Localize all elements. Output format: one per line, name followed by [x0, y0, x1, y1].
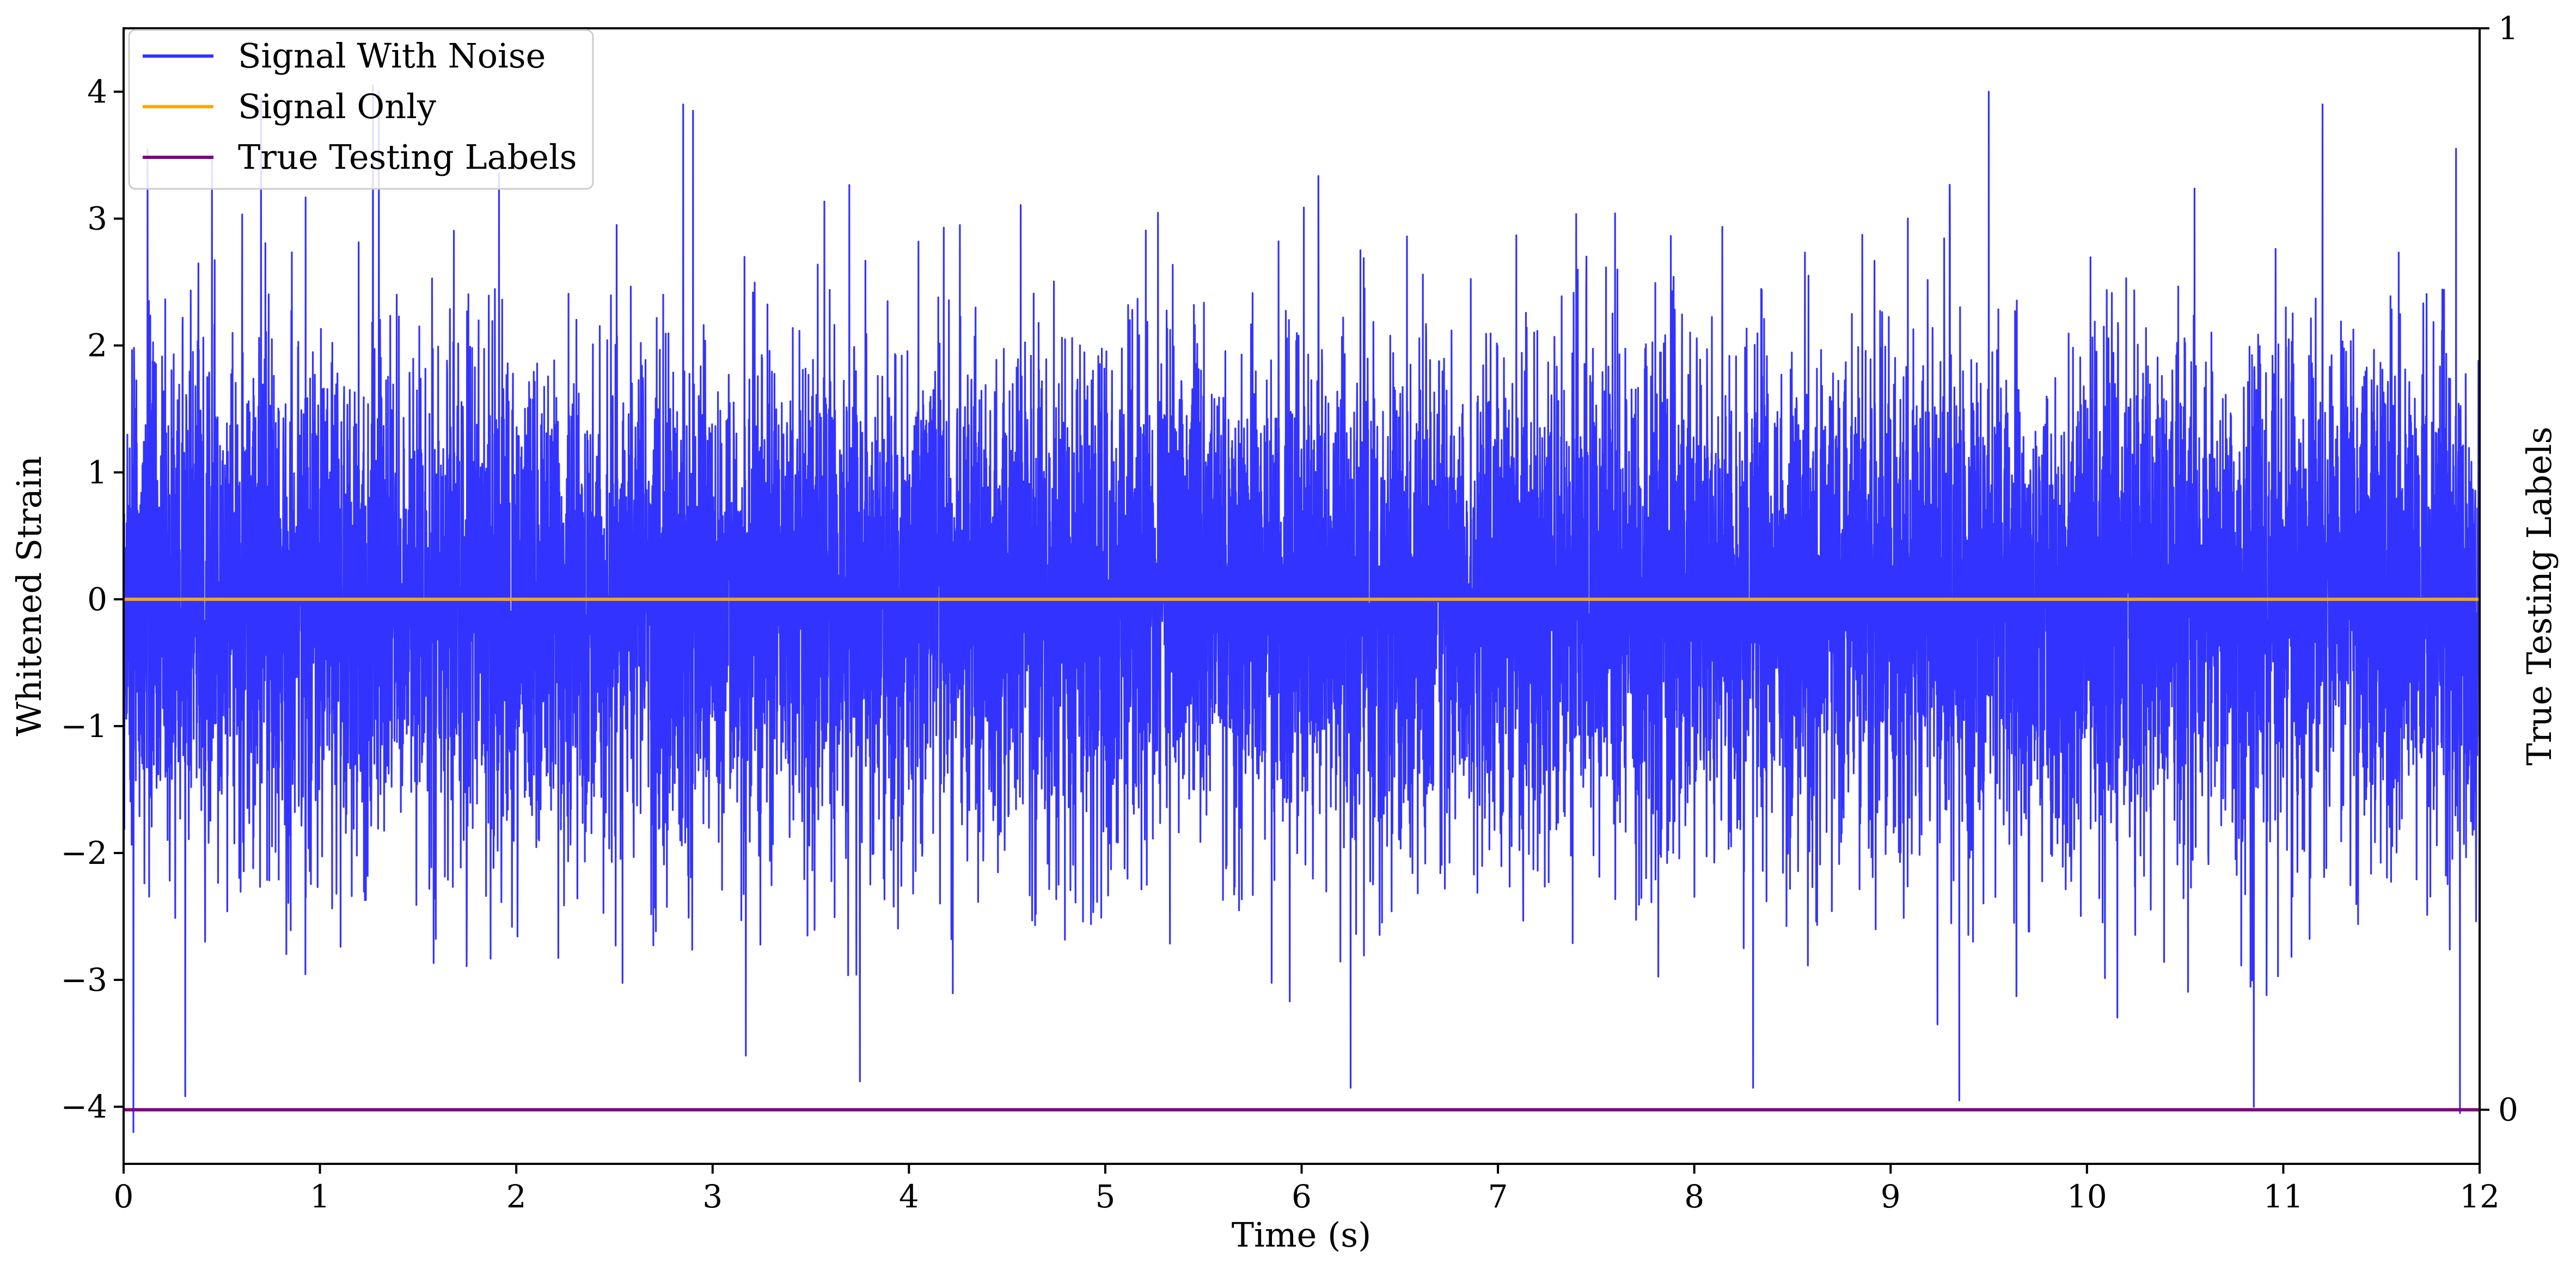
x-tick-label: 9: [1881, 1178, 1901, 1215]
legend-frame: [128, 29, 594, 190]
x-tick-label: 1: [310, 1178, 330, 1215]
x-tick-label: 7: [1488, 1178, 1508, 1215]
y-tick-label: −1: [61, 708, 108, 745]
legend-entry-signal-with-noise: Signal With Noise: [238, 36, 546, 76]
x-tick-label: 6: [1292, 1178, 1312, 1215]
x-tick-label: 5: [1095, 1178, 1115, 1215]
x-tick-label: 4: [899, 1178, 919, 1215]
x-tick-label: 8: [1684, 1178, 1704, 1215]
y-tick-label: 3: [87, 200, 107, 237]
legend-entry-signal-only: Signal Only: [238, 87, 436, 126]
y-tick-label: −3: [61, 961, 108, 998]
y2-tick-label: 0: [2498, 1091, 2518, 1128]
y-tick-label: −2: [61, 835, 108, 872]
x-tick-label: 2: [506, 1178, 527, 1215]
legend: Signal With Noise Signal Only True Testi…: [128, 29, 594, 190]
y-tick-label: 4: [87, 73, 107, 111]
y2-axis-label: True Testing Labels: [2519, 427, 2559, 766]
y-axis: −4 −3 −2 −1 0 1 2 3 4: [61, 73, 124, 1125]
x-tick-label: 12: [2459, 1178, 2500, 1215]
y-tick-label: −4: [61, 1088, 108, 1125]
x-tick-label: 3: [702, 1178, 723, 1215]
y-tick-label: 1: [87, 454, 107, 491]
legend-entry-true-testing-labels: True Testing Labels: [238, 137, 577, 177]
y2-axis: 01: [2480, 10, 2518, 1128]
plot-area: [123, 27, 2481, 1165]
y-axis-label: Whitened Strain: [9, 456, 49, 737]
y2-tick-label: 1: [2498, 10, 2518, 47]
x-tick-label: 0: [114, 1178, 134, 1215]
series-layer: [124, 84, 2480, 1133]
x-tick-label: 11: [2263, 1178, 2304, 1215]
x-axis-label: Time (s): [1232, 1215, 1372, 1255]
y-tick-label: 0: [87, 581, 107, 618]
x-axis: 0 1 2 3 4 5 6 7 8 9 10 11 12: [114, 1164, 2500, 1215]
series-signal-with-noise: [124, 84, 2480, 1133]
y-tick-label: 2: [87, 327, 107, 364]
x-tick-label: 10: [2067, 1178, 2107, 1215]
